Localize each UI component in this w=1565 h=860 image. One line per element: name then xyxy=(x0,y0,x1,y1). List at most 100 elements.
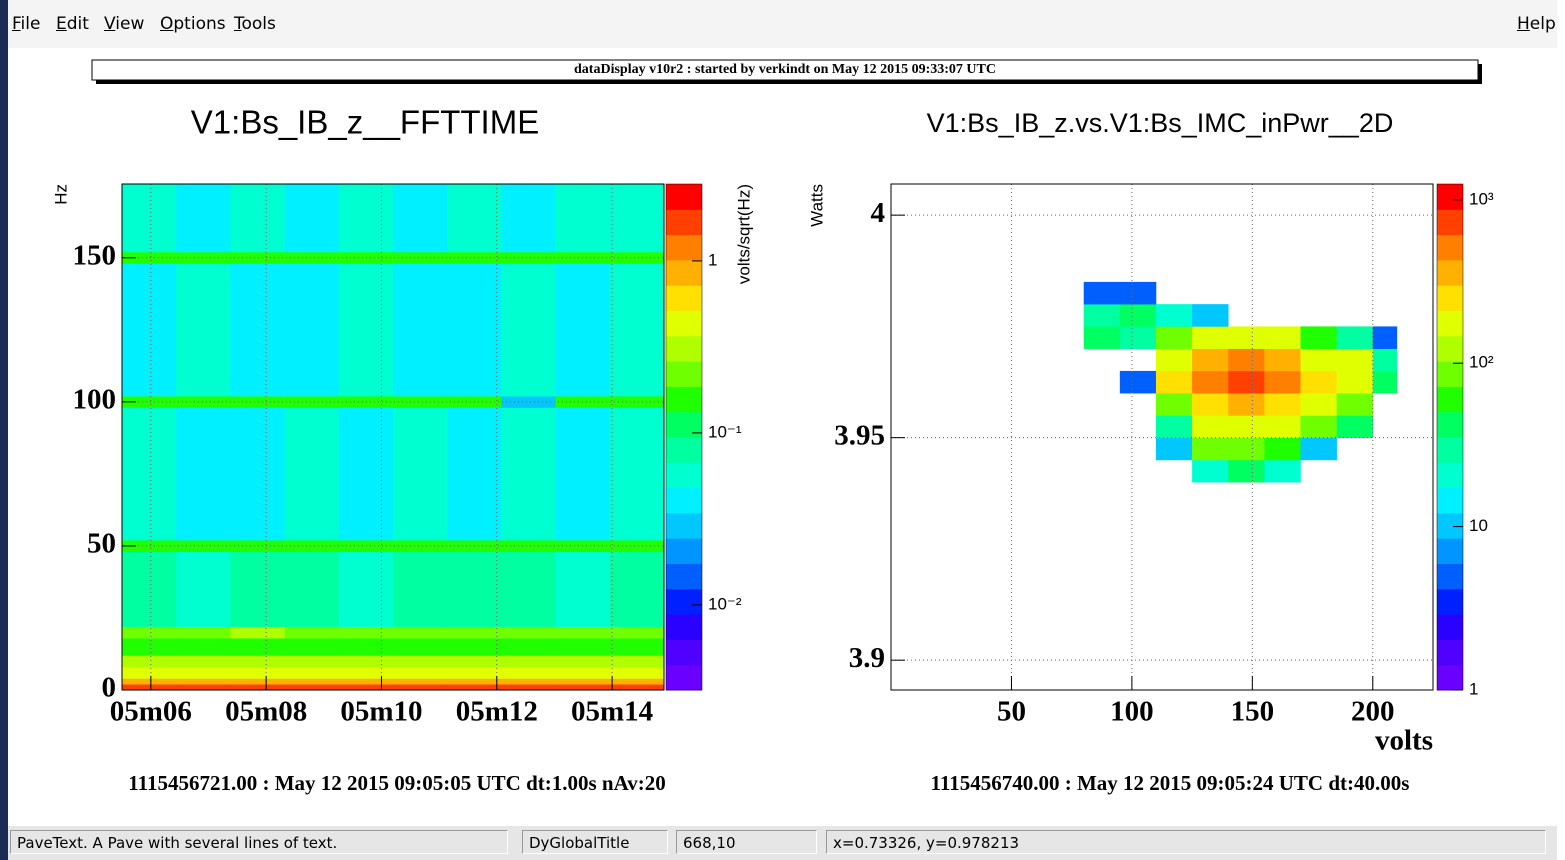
color-scale-step xyxy=(666,209,702,236)
x-tick-label: 150 xyxy=(1231,696,1275,728)
heat-cell xyxy=(338,407,394,541)
heat-cell xyxy=(1336,326,1374,349)
color-scale-step xyxy=(666,563,702,590)
heat-cell xyxy=(122,184,177,253)
heat-cell xyxy=(230,551,285,627)
y-tick-label: 100 xyxy=(73,384,117,416)
heat-cell xyxy=(176,263,231,397)
heat-cell xyxy=(338,678,394,685)
heat-cell xyxy=(1300,393,1337,416)
heat-cell xyxy=(609,638,665,656)
menu-item[interactable]: Edit xyxy=(56,14,89,34)
chart-title: V1:Bs_IB_z__FFTTIME xyxy=(191,104,539,141)
color-scale-step xyxy=(1437,234,1463,261)
heat-cell xyxy=(447,638,502,656)
heat-cell xyxy=(1119,370,1157,394)
heat-cell xyxy=(609,407,665,541)
x-tick-label: 50 xyxy=(997,696,1026,728)
y-axis-label: Hz xyxy=(51,184,70,205)
heat-cell xyxy=(338,666,394,679)
y-tick-label: 50 xyxy=(87,528,116,560)
menu-item[interactable]: Tools xyxy=(234,14,276,34)
heat-cell xyxy=(609,540,665,552)
color-scale-step xyxy=(666,386,702,413)
heat-cell xyxy=(555,666,611,679)
heat-cell xyxy=(1192,348,1229,372)
heat-cell xyxy=(447,184,502,253)
heat-cell xyxy=(1264,393,1301,416)
color-scale-step xyxy=(1437,664,1463,691)
heat-cell xyxy=(609,626,665,639)
heat-cell xyxy=(176,655,231,668)
menu-item[interactable]: Options xyxy=(160,14,226,34)
heat-cell xyxy=(284,638,340,656)
heat-cell xyxy=(1372,348,1398,372)
heat-cell xyxy=(447,551,502,627)
color-scale-step xyxy=(666,437,702,463)
heat-cell xyxy=(393,407,448,541)
y-tick-label: 0 xyxy=(102,672,117,704)
z-axis-label: volts/sqrt(Hz) xyxy=(734,184,753,284)
heat-cell xyxy=(393,184,448,253)
heat-cell xyxy=(501,407,556,541)
heat-cell xyxy=(501,678,556,685)
heat-cell xyxy=(1192,459,1229,483)
color-scale-step xyxy=(1437,184,1463,210)
status-bar: PaveText. A Pave with several lines of t… xyxy=(8,826,1557,860)
heat-cell xyxy=(1336,415,1374,438)
heat-cell xyxy=(1372,370,1398,394)
heat-cell xyxy=(338,655,394,668)
color-scale-step xyxy=(1437,310,1463,337)
heat-cell xyxy=(501,396,556,408)
heat-cell xyxy=(1083,281,1121,305)
x-tick-label: 05m10 xyxy=(340,696,422,728)
color-scale-step xyxy=(1437,614,1463,640)
heat-cell xyxy=(176,638,231,656)
window-edge xyxy=(0,0,8,860)
heat-cell xyxy=(1155,348,1193,372)
color-scale-frame xyxy=(665,183,703,691)
color-scale-step xyxy=(1437,563,1463,590)
status-field: DyGlobalTitle xyxy=(522,830,668,854)
heat-cell xyxy=(284,551,340,627)
heat-cell xyxy=(284,678,340,685)
color-scale-step xyxy=(1437,209,1463,236)
heat-cell xyxy=(1264,415,1301,438)
heat-cell xyxy=(122,678,177,685)
heat-cell xyxy=(1300,326,1337,349)
heat-cell xyxy=(176,407,231,541)
menu-item[interactable]: Help xyxy=(1517,14,1556,34)
menu-item[interactable]: File xyxy=(12,14,41,34)
color-scale-step xyxy=(666,487,702,514)
heat-cell xyxy=(230,407,285,541)
heat-cell xyxy=(1372,326,1398,349)
heat-cell xyxy=(555,551,611,627)
color-scale-step xyxy=(1437,462,1463,489)
heat-cell xyxy=(1264,370,1301,394)
heat-cell xyxy=(1264,326,1301,349)
heat-cell xyxy=(555,655,611,668)
heat-cell xyxy=(501,263,556,397)
heat-cell xyxy=(609,655,665,668)
y-tick-label: 3.95 xyxy=(834,419,885,451)
heat-cell xyxy=(122,396,177,408)
heat-cell xyxy=(230,252,285,264)
menu-item[interactable]: View xyxy=(104,14,145,34)
heat-cell xyxy=(1336,370,1374,394)
heat-cell xyxy=(1264,348,1301,372)
heat-cell xyxy=(1228,415,1265,438)
z-tick-label: 1 xyxy=(1469,679,1478,698)
heat-cell xyxy=(122,655,177,668)
heat-cell xyxy=(122,252,177,264)
color-scale-step xyxy=(1437,285,1463,311)
heat-cell xyxy=(555,684,611,691)
heat-cell xyxy=(1083,326,1121,349)
z-tick-label: 1 xyxy=(708,250,717,269)
heat-cell xyxy=(609,396,665,408)
heat-cell xyxy=(1228,459,1265,483)
heat-cell xyxy=(501,540,556,552)
heat-cell xyxy=(555,263,611,397)
heat-cell xyxy=(284,263,340,397)
color-scale-step xyxy=(1437,487,1463,514)
heat-cell xyxy=(122,684,177,691)
